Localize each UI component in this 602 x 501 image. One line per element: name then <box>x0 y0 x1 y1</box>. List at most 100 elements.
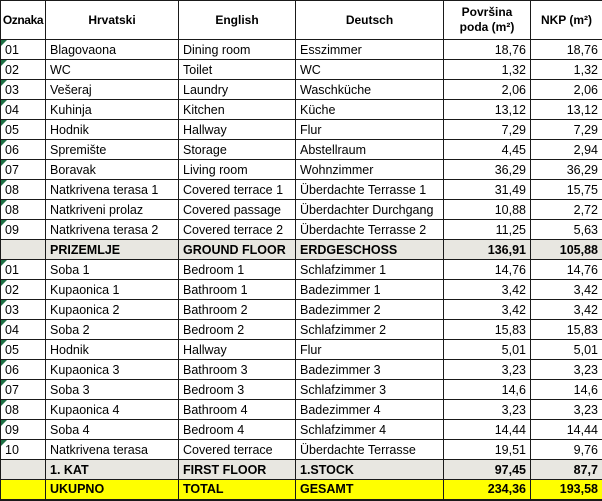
cell-nkp[interactable]: 105,88 <box>530 239 602 260</box>
cell-german[interactable]: Schlafzimmer 2 <box>295 319 444 340</box>
cell-croatian[interactable]: Kupaonica 4 <box>45 399 179 420</box>
cell-code[interactable]: 01 <box>0 39 46 60</box>
cell-floor-area[interactable]: 14,76 <box>443 259 531 280</box>
cell-nkp[interactable]: 15,75 <box>530 179 602 200</box>
cell-nkp[interactable]: 36,29 <box>530 159 602 180</box>
cell-croatian[interactable]: Blagovaona <box>45 39 179 60</box>
cell-german[interactable]: Schlafzimmer 1 <box>295 259 444 280</box>
cell-english[interactable]: Hallway <box>178 339 296 360</box>
cell-code[interactable]: 07 <box>0 159 46 180</box>
cell-german[interactable]: Schlafzimmer 4 <box>295 419 444 440</box>
cell-german[interactable]: 1.STOCK <box>295 459 444 480</box>
cell-floor-area[interactable]: 13,12 <box>443 99 531 120</box>
cell-croatian[interactable]: Boravak <box>45 159 179 180</box>
cell-floor-area[interactable]: 1,32 <box>443 59 531 80</box>
cell-code[interactable]: 05 <box>0 119 46 140</box>
cell-nkp[interactable]: 15,83 <box>530 319 602 340</box>
cell-code[interactable]: 02 <box>0 59 46 80</box>
cell-english[interactable]: Bedroom 3 <box>178 379 296 400</box>
cell-croatian[interactable]: Kupaonica 2 <box>45 299 179 320</box>
cell-english[interactable]: TOTAL <box>178 479 296 501</box>
cell-german[interactable]: Badezimmer 2 <box>295 299 444 320</box>
cell-nkp[interactable]: 193,58 <box>530 479 602 501</box>
cell-code[interactable]: 04 <box>0 99 46 120</box>
cell-floor-area[interactable]: 4,45 <box>443 139 531 160</box>
cell-croatian[interactable]: Soba 1 <box>45 259 179 280</box>
cell-english[interactable]: Bathroom 3 <box>178 359 296 380</box>
cell-nkp[interactable]: 5,63 <box>530 219 602 240</box>
cell-german[interactable]: Überdachte Terrasse 1 <box>295 179 444 200</box>
cell-code[interactable]: 09 <box>0 219 46 240</box>
cell-nkp[interactable]: 87,7 <box>530 459 602 480</box>
cell-german[interactable]: Flur <box>295 339 444 360</box>
cell-nkp[interactable]: 14,76 <box>530 259 602 280</box>
cell-croatian[interactable]: Spremište <box>45 139 179 160</box>
cell-croatian[interactable]: UKUPNO <box>45 479 179 501</box>
cell-german[interactable]: Badezimmer 4 <box>295 399 444 420</box>
cell-english[interactable]: Dining room <box>178 39 296 60</box>
cell-floor-area[interactable]: 19,51 <box>443 439 531 460</box>
cell-croatian[interactable]: Kuhinja <box>45 99 179 120</box>
cell-code[interactable]: 09 <box>0 419 46 440</box>
cell-code[interactable]: 05 <box>0 339 46 360</box>
cell-english[interactable]: Covered terrace 2 <box>178 219 296 240</box>
cell-german[interactable]: Schlafzimmer 3 <box>295 379 444 400</box>
cell-nkp[interactable]: 14,44 <box>530 419 602 440</box>
cell-english[interactable]: Bathroom 2 <box>178 299 296 320</box>
cell-code[interactable]: 01 <box>0 259 46 280</box>
cell-german[interactable]: Überdachte Terrasse 2 <box>295 219 444 240</box>
cell-english[interactable]: Bedroom 4 <box>178 419 296 440</box>
cell-floor-area[interactable]: 3,23 <box>443 399 531 420</box>
cell-code[interactable]: 08 <box>0 199 46 220</box>
cell-floor-area[interactable]: 31,49 <box>443 179 531 200</box>
cell-english[interactable]: Bathroom 1 <box>178 279 296 300</box>
cell-nkp[interactable]: 3,23 <box>530 359 602 380</box>
cell-croatian[interactable]: Kupaonica 3 <box>45 359 179 380</box>
cell-english[interactable]: Covered terrace <box>178 439 296 460</box>
cell-croatian[interactable]: Soba 3 <box>45 379 179 400</box>
cell-english[interactable]: Storage <box>178 139 296 160</box>
cell-english[interactable]: Hallway <box>178 119 296 140</box>
cell-croatian[interactable]: WC <box>45 59 179 80</box>
cell-german[interactable]: Überdachte Terrasse <box>295 439 444 460</box>
cell-english[interactable]: Laundry <box>178 79 296 100</box>
cell-german[interactable]: Küche <box>295 99 444 120</box>
cell-floor-area[interactable]: 15,83 <box>443 319 531 340</box>
cell-floor-area[interactable]: 234,36 <box>443 479 531 501</box>
cell-croatian[interactable]: 1. KAT <box>45 459 179 480</box>
cell-nkp[interactable]: 2,72 <box>530 199 602 220</box>
cell-nkp[interactable]: 7,29 <box>530 119 602 140</box>
cell-croatian[interactable]: Vešeraj <box>45 79 179 100</box>
cell-code[interactable]: 06 <box>0 359 46 380</box>
cell-nkp[interactable]: 5,01 <box>530 339 602 360</box>
cell-croatian[interactable]: Natkrivena terasa 2 <box>45 219 179 240</box>
cell-german[interactable]: Badezimmer 1 <box>295 279 444 300</box>
cell-floor-area[interactable]: 11,25 <box>443 219 531 240</box>
cell-floor-area[interactable]: 136,91 <box>443 239 531 260</box>
cell-floor-area[interactable]: 2,06 <box>443 79 531 100</box>
cell-floor-area[interactable]: 5,01 <box>443 339 531 360</box>
cell-code[interactable]: 07 <box>0 379 46 400</box>
cell-croatian[interactable]: Natkrivena terasa <box>45 439 179 460</box>
cell-croatian[interactable]: Soba 4 <box>45 419 179 440</box>
cell-nkp[interactable]: 18,76 <box>530 39 602 60</box>
cell-german[interactable]: ERDGESCHOSS <box>295 239 444 260</box>
cell-code[interactable]: 08 <box>0 399 46 420</box>
cell-code[interactable]: 08 <box>0 179 46 200</box>
cell-floor-area[interactable]: 18,76 <box>443 39 531 60</box>
cell-floor-area[interactable]: 3,23 <box>443 359 531 380</box>
cell-croatian[interactable]: Kupaonica 1 <box>45 279 179 300</box>
cell-english[interactable]: Covered terrace 1 <box>178 179 296 200</box>
cell-floor-area[interactable]: 97,45 <box>443 459 531 480</box>
cell-croatian[interactable]: PRIZEMLJE <box>45 239 179 260</box>
cell-german[interactable]: Flur <box>295 119 444 140</box>
cell-croatian[interactable]: Natkrivena terasa 1 <box>45 179 179 200</box>
cell-code[interactable]: 02 <box>0 279 46 300</box>
cell-english[interactable]: Bathroom 4 <box>178 399 296 420</box>
cell-nkp[interactable]: 3,42 <box>530 279 602 300</box>
cell-floor-area[interactable]: 14,44 <box>443 419 531 440</box>
cell-croatian[interactable]: Soba 2 <box>45 319 179 340</box>
cell-croatian[interactable]: Hodnik <box>45 339 179 360</box>
cell-croatian[interactable]: Hodnik <box>45 119 179 140</box>
cell-german[interactable]: Abstellraum <box>295 139 444 160</box>
